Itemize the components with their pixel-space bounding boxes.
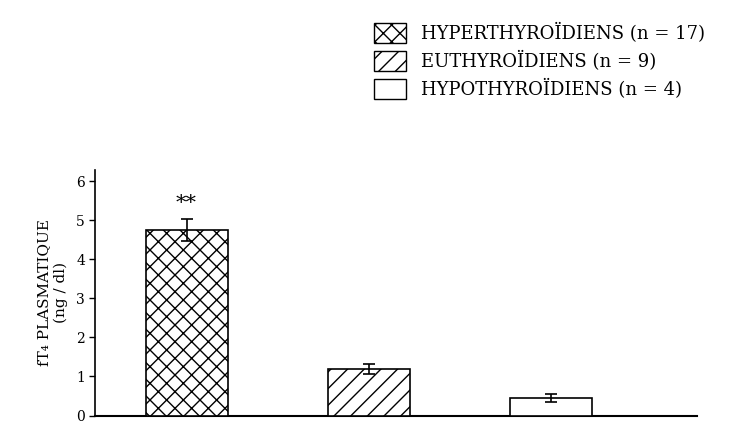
Bar xyxy=(145,230,228,416)
Bar xyxy=(328,369,410,416)
Legend: HYPERTHYROÏDIENS (n = 17), EUTHYROÏDIENS (n = 9), HYPOTHYROÏDIENS (n = 4): HYPERTHYROÏDIENS (n = 17), EUTHYROÏDIENS… xyxy=(368,17,711,105)
Bar xyxy=(510,398,592,416)
Y-axis label: fT₄ PLASMATIQUE
(ng / dl): fT₄ PLASMATIQUE (ng / dl) xyxy=(37,219,68,366)
Text: **: ** xyxy=(176,194,197,213)
